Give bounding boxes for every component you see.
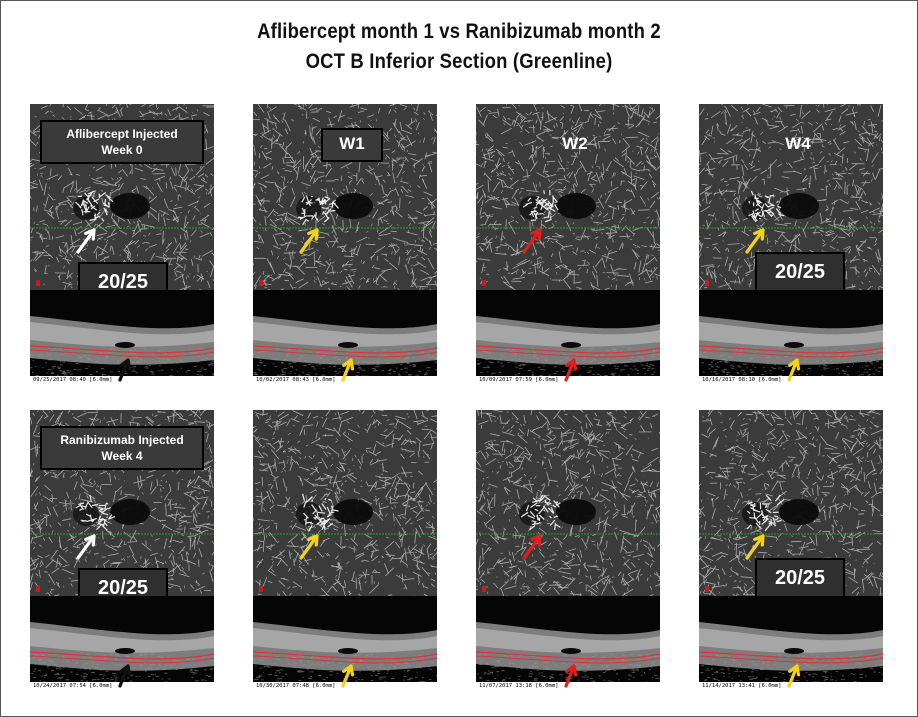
arrow-yellow [787,358,801,382]
figure-title: Aflibercept month 1 vs Ranibizumab month… [257,20,661,43]
week-label: W1 [321,128,383,162]
scan-date: 10/30/2017 07:48 [6.0mm] [256,683,336,689]
scan-date: 11/14/2017 13:41 [6.0mm] [702,683,782,689]
marker [259,280,263,286]
visual-acuity-label: 20/25 [78,262,168,290]
oct-angiography-image: W2 [476,104,660,290]
arrow-yellow [299,228,319,254]
oct-bscan-image: 11/07/2017 13:18 [6.0mm] [476,596,660,690]
arrow-yellow [341,664,355,688]
arrow-white [76,228,96,254]
visual-acuity-label: 20/25 [755,252,845,290]
scan-date: 10/09/2017 07:59 [6.0mm] [479,377,559,383]
oct-panel: 11/07/2017 13:18 [6.0mm] [476,410,660,690]
rpe-line [699,651,883,660]
oct-bscan-image: 10/16/2017 08:10 [6.0mm] [699,290,883,384]
oct-bscan-image: 11/14/2017 13:41 [6.0mm] [699,596,883,690]
scan-date: 10/16/2017 08:10 [6.0mm] [702,377,782,383]
oct-panel: W1 10/02/2017 08:43 [6.0mm] [253,104,437,384]
oct-bscan-image: 10/02/2017 08:43 [6.0mm] [253,290,437,384]
arrow-red [564,358,578,382]
injection-label: Ranibizumab Injected Week 4 [40,426,204,470]
oct-angiography-image: Ranibizumab Injected Week 4 20/25 [30,410,214,596]
marker [705,586,709,592]
rpe-line [476,651,660,660]
rpe-line [30,655,214,664]
scan-date: 09/25/2017 08:40 [6.0mm] [33,377,113,383]
oct-panel: W2 10/09/2017 07:59 [6.0mm] [476,104,660,384]
rpe-line [253,651,437,660]
marker [482,586,486,592]
rpe-line [476,655,660,664]
injection-drug: Aflibercept Injected [66,127,178,141]
oct-bscan-image: 09/25/2017 08:40 [6.0mm] [30,290,214,384]
injection-drug: Ranibizumab Injected [60,433,184,447]
rpe-line [253,345,437,354]
oct-angiography-image [253,410,437,596]
injection-label: Aflibercept Injected Week 0 [40,120,204,164]
arrow-red [522,228,542,254]
oct-angiography-image: 20/25 [699,410,883,596]
oct-panel: Ranibizumab Injected Week 4 20/25 10/24/201… [30,410,214,690]
rpe-line [253,655,437,664]
visual-acuity-label: 20/25 [755,558,845,596]
arrow-yellow [299,534,319,560]
scan-date: 11/07/2017 13:18 [6.0mm] [479,683,559,689]
oct-angiography-image [476,410,660,596]
arrow-red [564,664,578,688]
rpe-line [476,349,660,358]
marker [705,280,709,286]
marker [36,280,40,286]
arrow-white [76,534,96,560]
scan-date: 10/24/2017 07:54 [6.0mm] [33,683,113,689]
rpe-line [30,651,214,660]
oct-angiography-image: W4 20/25 [699,104,883,290]
oct-panel: W4 20/25 10/16/2017 08:10 [6.0mm] [699,104,883,384]
oct-bscan-image: 10/30/2017 07:48 [6.0mm] [253,596,437,690]
injection-week: Week 4 [101,449,143,463]
arrow-yellow [745,228,765,254]
arrow-red [522,534,542,560]
rpe-line [699,655,883,664]
week-label: W2 [562,134,588,153]
oct-panel: 20/25 11/14/2017 13:41 [6.0mm] [699,410,883,690]
oct-panel: 10/30/2017 07:48 [6.0mm] [253,410,437,690]
oct-angiography-image: W1 [253,104,437,290]
arrow-yellow [787,664,801,688]
arrow-black [118,358,132,382]
arrow-yellow [341,358,355,382]
figure-subtitle: OCT B Inferior Section (Greenline) [305,50,613,73]
oct-bscan-image: 10/24/2017 07:54 [6.0mm] [30,596,214,690]
marker [259,586,263,592]
arrow-black [118,664,132,688]
scan-date: 10/02/2017 08:43 [6.0mm] [256,377,336,383]
rpe-line [30,345,214,354]
marker [36,586,40,592]
week-label: W4 [785,134,811,153]
oct-panel: Aflibercept Injected Week 0 20/25 09/25/201… [30,104,214,384]
injection-week: Week 0 [101,143,143,157]
rpe-line [699,345,883,354]
arrow-yellow [745,534,765,560]
oct-angiography-image: Aflibercept Injected Week 0 20/25 [30,104,214,290]
marker [482,280,486,286]
visual-acuity-label: 20/25 [78,568,168,596]
rpe-line [30,349,214,358]
rpe-line [253,349,437,358]
rpe-line [699,349,883,358]
oct-bscan-image: 10/09/2017 07:59 [6.0mm] [476,290,660,384]
rpe-line [476,345,660,354]
